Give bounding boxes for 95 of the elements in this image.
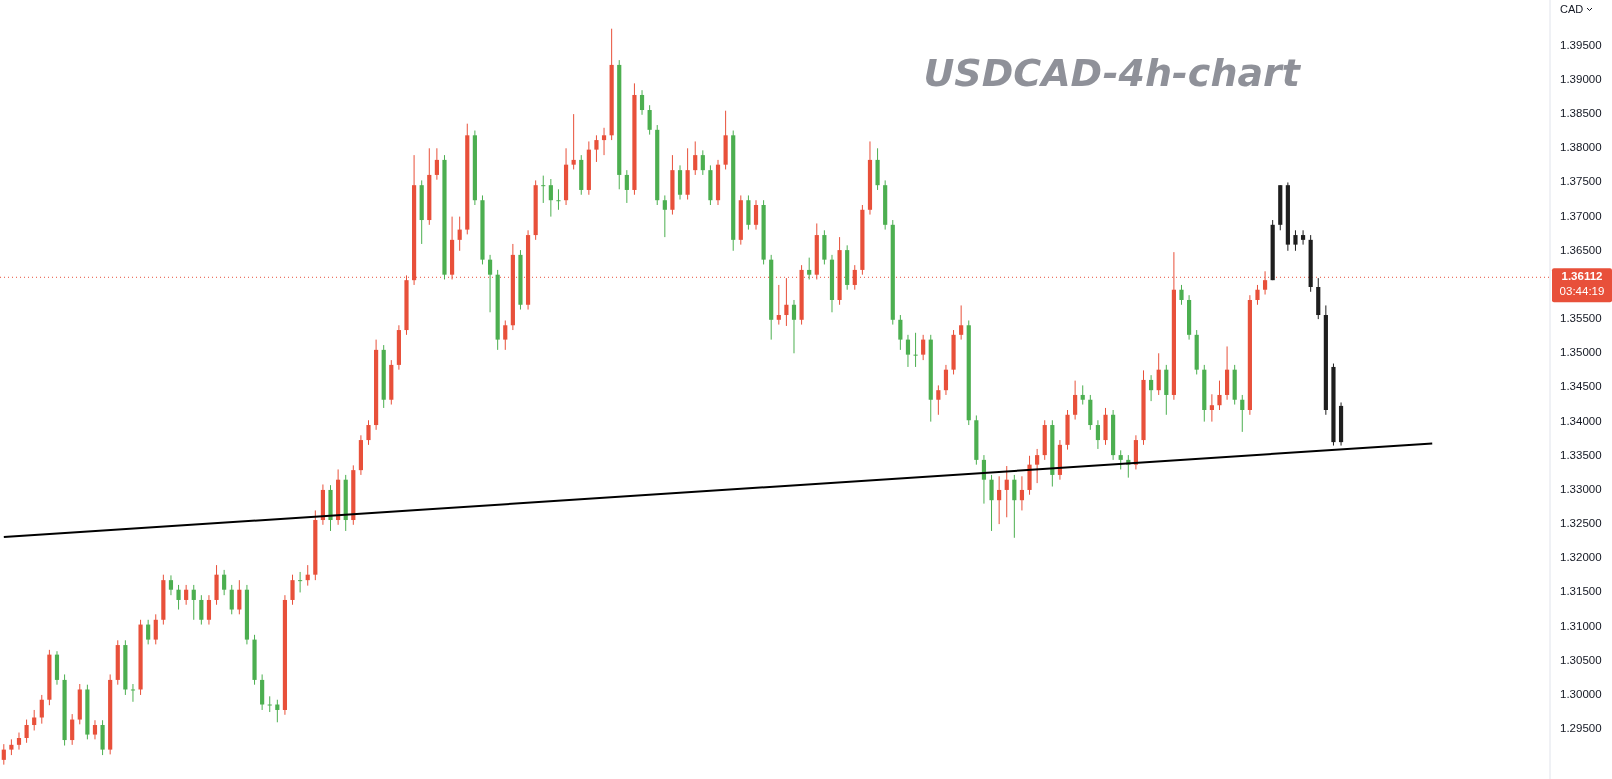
candlestick [16, 732, 22, 751]
candlestick [176, 584, 181, 611]
y-tick-label: 1.34500 [1560, 380, 1602, 393]
candlestick [700, 149, 705, 176]
candlestick [457, 216, 462, 252]
text: USDCAD-4h-chart [923, 51, 1302, 95]
candlestick [905, 334, 911, 368]
candlestick [32, 709, 37, 731]
candlestick [146, 619, 151, 645]
y-tick-label: 1.34000 [1560, 414, 1602, 427]
y-tick-label: 1.36500 [1560, 243, 1602, 256]
candlestick [1156, 352, 1161, 396]
candlestick [601, 127, 607, 156]
candlestick [548, 178, 553, 218]
candlestick [237, 579, 242, 615]
candlestick [753, 199, 759, 231]
candlestick [39, 694, 44, 725]
candlestick [571, 113, 576, 170]
candlestick [267, 695, 272, 713]
candlestick [1118, 449, 1123, 470]
candlestick [997, 475, 1002, 525]
y-tick-label: 1.35000 [1560, 346, 1602, 359]
candlestick [1240, 394, 1245, 433]
y-tick-label: 1.32000 [1560, 551, 1602, 564]
candlestick [776, 284, 781, 326]
y-tick-label: 1.39500 [1560, 38, 1602, 51]
candlestick [1035, 448, 1040, 484]
candlestick [1004, 465, 1009, 518]
candlestick [647, 104, 652, 136]
candlestick [1217, 380, 1222, 411]
y-tick-label: 1.38500 [1560, 107, 1602, 120]
candlestick [662, 194, 667, 238]
y-tick-label: 1.31500 [1560, 585, 1602, 598]
y-tick-label: 1.35500 [1560, 312, 1602, 325]
candlestick [1262, 270, 1268, 296]
y-tick-label: 1.32500 [1560, 517, 1602, 530]
candlestick [70, 713, 75, 746]
candlestick [168, 574, 174, 596]
candlestick [936, 384, 941, 416]
y-tick-label: 1.37500 [1560, 175, 1602, 188]
y-tick-label: 1.31000 [1560, 619, 1602, 632]
y-tick-label: 1.29500 [1560, 722, 1602, 735]
candlestick [943, 364, 949, 396]
text: 03:44:19 [1559, 285, 1605, 298]
candlestick [784, 277, 789, 327]
candlestick [206, 594, 212, 626]
candlestick [434, 147, 439, 181]
y-axis-title: CAD [1560, 2, 1584, 15]
candlestick [1019, 475, 1025, 511]
candlestick [989, 474, 994, 532]
candlestick [556, 188, 561, 211]
candlestick [229, 584, 234, 615]
candlestick [541, 175, 546, 204]
candlestick [1, 743, 6, 766]
candlestick [153, 613, 158, 645]
candlestick [1095, 419, 1101, 450]
candlestick [898, 314, 903, 351]
candlestick [791, 299, 797, 354]
candlestick [1179, 284, 1184, 306]
candlestick [913, 332, 918, 368]
candlestick [959, 304, 964, 341]
candlestick [222, 569, 227, 596]
y-tick-label: 1.37000 [1560, 209, 1602, 222]
candlestick [693, 140, 698, 176]
candlestick [807, 257, 812, 280]
candlestick [298, 571, 303, 593]
candlestick [1300, 229, 1306, 246]
candlestick [487, 254, 493, 313]
candlestick [290, 574, 295, 606]
candlestick [24, 719, 29, 744]
candlestick [1073, 380, 1078, 421]
candlestick [199, 594, 204, 626]
candlestick [366, 419, 371, 446]
candlestick [639, 89, 645, 116]
candlestick [184, 584, 189, 606]
candlestick [130, 683, 136, 703]
y-tick-label: 1.30000 [1560, 687, 1602, 700]
candlestick [1255, 284, 1260, 306]
y-tick-label: 1.39000 [1560, 72, 1602, 85]
candlestick [624, 169, 629, 204]
candlestick [191, 584, 196, 621]
candlestick [1012, 474, 1017, 539]
candlestick [1080, 384, 1085, 406]
candlestick [1293, 229, 1298, 252]
candlestick [1149, 374, 1154, 402]
candlestick [594, 134, 599, 163]
candlestick [503, 319, 508, 351]
y-tick-label: 1.30500 [1560, 653, 1602, 666]
ref-line-label: 1.36112 [1561, 270, 1603, 283]
candlestick [92, 719, 98, 740]
candlestick [921, 334, 926, 361]
y-tick-label: 1.33500 [1560, 448, 1602, 461]
y-tick-label: 1.33000 [1560, 482, 1602, 495]
y-tick-label: 1.38000 [1560, 141, 1602, 154]
candlestick [1209, 393, 1214, 423]
